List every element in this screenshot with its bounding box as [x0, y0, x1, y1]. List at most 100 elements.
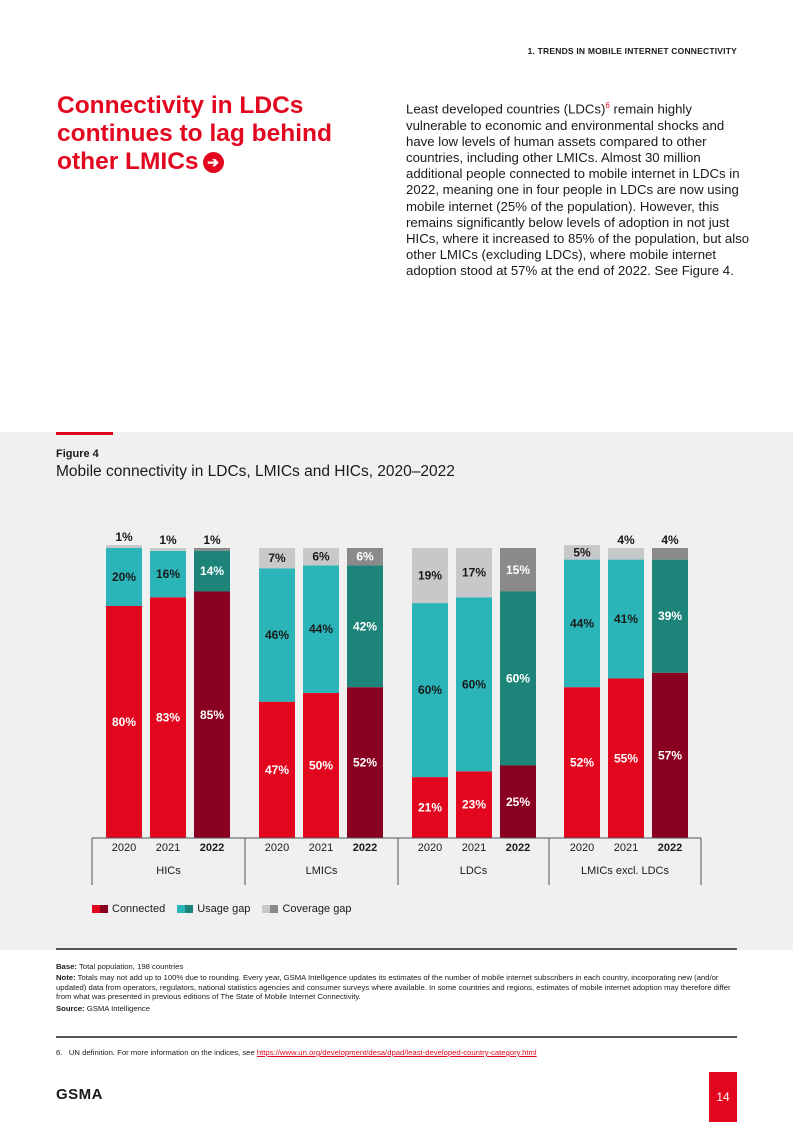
- label-usage-gap-ldcs-2022: 60%: [506, 672, 530, 686]
- divider-bottom: [56, 1036, 737, 1038]
- footnote: 6. UN definition. For more information o…: [56, 1048, 537, 1057]
- legend-swatch-connected-dark: [100, 905, 108, 913]
- label-coverage-gap-lmics-2020: 7%: [268, 551, 286, 565]
- bar-coverage-gap-lmics-excl-ldcs-2020: [564, 545, 600, 560]
- bar-connected-ldcs-2022: [500, 765, 536, 838]
- footnote-ref[interactable]: 6: [605, 101, 610, 110]
- gsma-logo: GSMA: [56, 1086, 103, 1103]
- group-label-ldcs: LDCs: [460, 865, 488, 877]
- footnote-number: 6.: [56, 1048, 63, 1057]
- label-coverage-gap-ldcs-2022: 15%: [506, 563, 530, 577]
- year-label-ldcs-2021: 2021: [462, 842, 486, 854]
- bar-connected-hics-2020: [106, 606, 142, 838]
- general-note: Note: Totals may not add up to 100% due …: [56, 973, 737, 1001]
- label-usage-gap-ldcs-2021: 60%: [462, 677, 486, 691]
- bar-coverage-gap-hics-2022: [194, 548, 230, 551]
- source-text: GSMA Intelligence: [84, 1003, 151, 1013]
- bar-connected-lmics-excl-ldcs-2021: [608, 678, 644, 838]
- label-connected-ldcs-2020: 21%: [418, 801, 442, 815]
- bar-usage-gap-lmics-excl-ldcs-2021: [608, 559, 644, 679]
- legend-swatch-coverage-dark: [270, 905, 279, 913]
- bar-usage-gap-hics-2020: [106, 548, 142, 606]
- label-coverage-gap-lmics-excl-ldcs-2021: 4%: [617, 533, 635, 547]
- bar-coverage-gap-hics-2020: [106, 545, 142, 548]
- bar-coverage-gap-lmics-2021: [303, 548, 339, 566]
- label-connected-lmics-excl-ldcs-2022: 57%: [658, 748, 682, 762]
- year-label-lmics-2020: 2020: [265, 842, 289, 854]
- legend-label-connected: Connected: [112, 903, 166, 915]
- label-usage-gap-lmics-excl-ldcs-2021: 41%: [614, 612, 638, 626]
- year-label-lmics-excl-ldcs-2022: 2022: [658, 842, 682, 854]
- label-usage-gap-lmics-2022: 42%: [353, 619, 377, 633]
- base-label: Base:: [56, 962, 77, 971]
- label-coverage-gap-ldcs-2020: 19%: [418, 569, 442, 583]
- bar-connected-hics-2022: [194, 591, 230, 838]
- figure-accent-rule: [56, 432, 113, 435]
- label-connected-ldcs-2022: 25%: [506, 795, 530, 809]
- divider-top: [56, 948, 737, 950]
- bar-usage-gap-lmics-2020: [259, 568, 295, 702]
- year-label-lmics-excl-ldcs-2020: 2020: [570, 842, 594, 854]
- arrow-right-circle-icon[interactable]: ➔: [202, 152, 224, 173]
- label-coverage-gap-lmics-2022: 6%: [356, 550, 374, 564]
- bar-connected-ldcs-2021: [456, 771, 492, 838]
- figure-label: Figure 4: [56, 448, 99, 460]
- year-label-lmics-2022: 2022: [353, 842, 377, 854]
- label-connected-lmics-2022: 52%: [353, 756, 377, 770]
- group-label-hics: HICs: [156, 865, 181, 877]
- legend-label-usage-gap: Usage gap: [197, 903, 251, 915]
- label-coverage-gap-hics-2022: 1%: [203, 533, 221, 547]
- intro-paragraph: Least developed countries (LDCs)6 remain…: [406, 98, 751, 280]
- page-number: 14: [709, 1072, 737, 1122]
- label-usage-gap-hics-2020: 20%: [112, 570, 136, 584]
- bar-usage-gap-lmics-excl-ldcs-2020: [564, 559, 600, 688]
- note-text: Totals may not add up to 100% due to rou…: [56, 973, 731, 1002]
- footnote-text: UN definition. For more information on t…: [68, 1048, 257, 1057]
- bar-usage-gap-lmics-2022: [347, 565, 383, 688]
- legend-swatch-coverage-light: [262, 905, 271, 913]
- stacked-bar-chart: 80% 20% 1% 2020 83% 16% 1% 2021 85% 14% 1% 2022 HICs…: [91, 530, 702, 885]
- label-usage-gap-lmics-excl-ldcs-2022: 39%: [658, 609, 682, 623]
- group-label-lmics: LMICs: [306, 865, 338, 877]
- legend-swatch-connected-light: [92, 905, 100, 913]
- year-label-hics-2022: 2022: [200, 842, 224, 854]
- bar-connected-hics-2021: [150, 597, 186, 838]
- figure-notes: Base: Total population, 198 countries No…: [56, 962, 737, 1015]
- bar-coverage-gap-lmics-2022: [347, 548, 383, 566]
- legend-label-coverage-gap: Coverage gap: [282, 903, 352, 915]
- year-label-ldcs-2020: 2020: [418, 842, 442, 854]
- bar-usage-gap-hics-2022: [194, 550, 230, 592]
- label-connected-hics-2020: 80%: [112, 715, 136, 729]
- year-label-lmics-2021: 2021: [309, 842, 333, 854]
- label-connected-lmics-2021: 50%: [309, 759, 333, 773]
- bar-usage-gap-lmics-2021: [303, 565, 339, 693]
- label-connected-lmics-excl-ldcs-2021: 55%: [614, 751, 638, 765]
- source-label: Source:: [56, 1003, 85, 1013]
- legend-item-connected: Connected: [92, 903, 165, 915]
- bar-connected-lmics-2020: [259, 701, 295, 838]
- intro-part1: Least developed countries (LDCs): [406, 101, 606, 117]
- label-usage-gap-lmics-2020: 46%: [265, 628, 289, 642]
- intro-part2: remain highly vulnerable to economic and…: [406, 101, 750, 279]
- label-usage-gap-lmics-2021: 44%: [309, 622, 333, 636]
- label-connected-hics-2021: 83%: [156, 711, 180, 725]
- footnote-link[interactable]: https://www.un.org/development/desa/dpad…: [256, 1048, 537, 1057]
- year-label-lmics-excl-ldcs-2021: 2021: [614, 842, 638, 854]
- label-usage-gap-lmics-excl-ldcs-2020: 44%: [570, 616, 594, 630]
- year-label-hics-2021: 2021: [156, 842, 180, 854]
- bar-coverage-gap-ldcs-2021: [456, 548, 492, 598]
- bar-coverage-gap-ldcs-2020: [412, 548, 448, 604]
- note-label: Note:: [56, 973, 76, 983]
- label-usage-gap-hics-2022: 14%: [200, 564, 224, 578]
- bar-connected-lmics-excl-ldcs-2020: [564, 687, 600, 838]
- label-coverage-gap-ldcs-2021: 17%: [462, 566, 486, 580]
- base-note: Base: Total population, 198 countries: [56, 962, 737, 971]
- bar-usage-gap-ldcs-2020: [412, 603, 448, 778]
- bar-coverage-gap-lmics-excl-ldcs-2022: [652, 548, 688, 560]
- base-text: Total population, 198 countries: [76, 962, 184, 971]
- bar-coverage-gap-lmics-excl-ldcs-2021: [608, 548, 644, 560]
- figure-title: Mobile connectivity in LDCs, LMICs and H…: [56, 463, 455, 480]
- bar-usage-gap-ldcs-2021: [456, 597, 492, 772]
- bar-connected-lmics-excl-ldcs-2022: [652, 672, 688, 838]
- source-note: Source: GSMA Intelligence: [56, 1004, 737, 1013]
